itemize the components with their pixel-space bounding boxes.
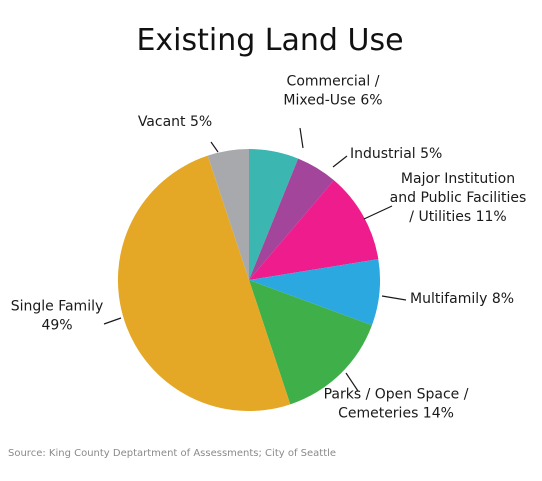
- slice-label-line: Parks / Open Space /: [324, 387, 469, 403]
- slice-labels: Commercial / Mixed-Use 6% Industrial 5% Maj…: [11, 74, 527, 422]
- slice-label-2: Major Institution and Public Facilities / …: [390, 171, 527, 225]
- leader-lines: [103, 127, 407, 392]
- slice-label-5: Single Family 49%: [11, 299, 104, 334]
- slice-label-line: Commercial /: [287, 74, 380, 90]
- leader-line-2: [363, 205, 393, 220]
- chart-title: Existing Land Use: [136, 23, 403, 58]
- source-note: Source: King County Deptartment of Asses…: [8, 448, 336, 459]
- slice-label-0: Commercial / Mixed-Use 6%: [283, 74, 382, 109]
- slice-label-4: Parks / Open Space / Cemeteries 14%: [324, 387, 469, 422]
- pie-slice-major-institution-and-public-facilities-utilities: [249, 180, 379, 280]
- pie-slice-multifamily: [249, 259, 380, 326]
- slice-label-1: Industrial 5%: [350, 146, 442, 162]
- pie-slice-parks-open-space-cemeteries: [249, 280, 372, 405]
- pie-slice-single-family: [117, 155, 291, 412]
- slice-label-6: Vacant 5%: [138, 114, 212, 130]
- slice-label-line: 49%: [41, 318, 72, 334]
- slice-label-line: Single Family: [11, 299, 104, 315]
- slice-label-line: and Public Facilities: [390, 190, 527, 206]
- pie-slice-industrial: [249, 158, 334, 280]
- slice-label-line: Multifamily 8%: [410, 291, 514, 307]
- slice-label-line: / Utilities 11%: [409, 209, 506, 225]
- pie-slices: [117, 149, 380, 412]
- leader-line-6: [210, 141, 219, 153]
- leader-line-3: [381, 295, 407, 301]
- pie-slice-vacant: [207, 149, 249, 280]
- slice-label-line: Industrial 5%: [350, 146, 442, 162]
- leader-line-5: [103, 317, 122, 325]
- slice-label-3: Multifamily 8%: [410, 291, 514, 307]
- slice-label-line: Mixed-Use 6%: [283, 93, 382, 109]
- leader-line-0: [299, 127, 304, 149]
- slice-label-line: Cemeteries 14%: [338, 406, 454, 422]
- slice-label-line: Vacant 5%: [138, 114, 212, 130]
- leader-line-4: [345, 372, 359, 392]
- slice-label-line: Major Institution: [401, 171, 515, 187]
- leader-line-1: [332, 155, 348, 168]
- pie-slice-commercial-mixed-use: [249, 149, 299, 280]
